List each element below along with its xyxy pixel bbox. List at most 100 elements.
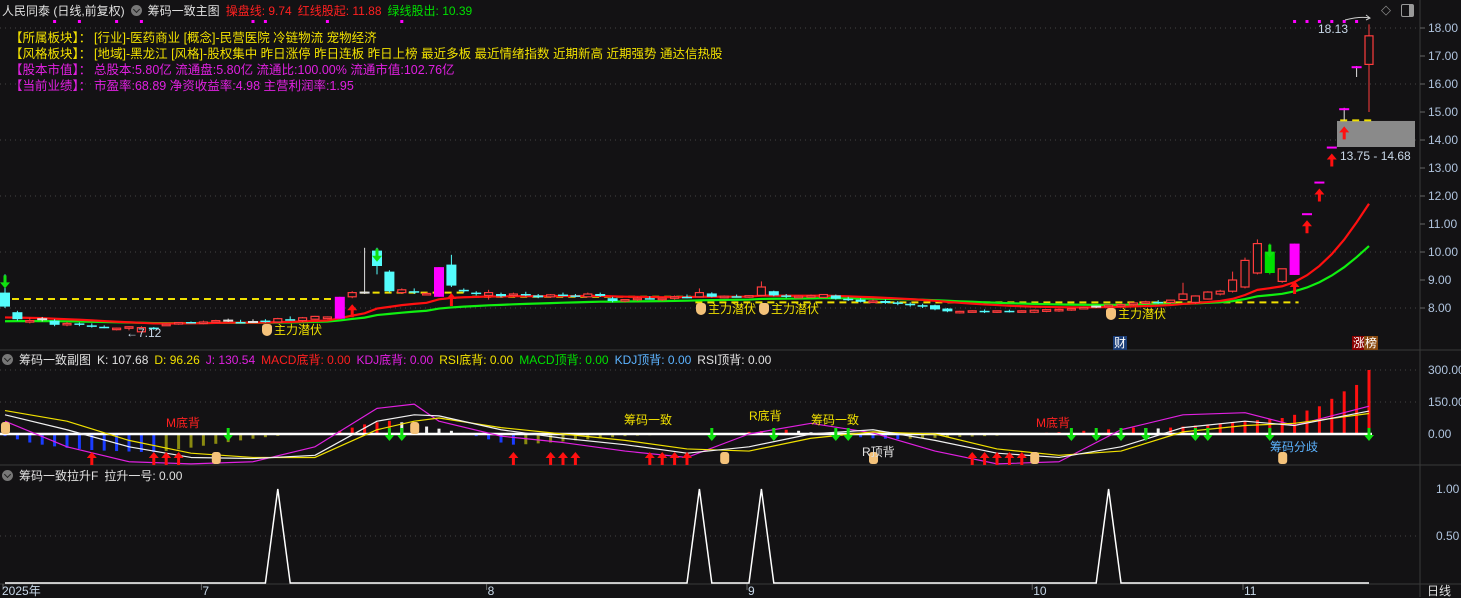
candle-body (1190, 295, 1201, 303)
window-toggle-icon[interactable] (1401, 4, 1414, 17)
candle-body (310, 315, 320, 320)
candle-body (657, 297, 667, 301)
candle-body (1029, 309, 1039, 313)
candle-body (235, 322, 246, 324)
low-price-label: ←7.12 (126, 326, 162, 340)
zhang-badge[interactable]: 涨 (1352, 336, 1367, 350)
candle-body (174, 321, 184, 325)
bang-badge[interactable]: 榜 (1364, 336, 1379, 350)
price-tick: 14.00 (1428, 133, 1459, 147)
candle-body (917, 305, 928, 307)
sub-green-down-arrow-icon (223, 428, 234, 441)
candle-body (1041, 309, 1052, 312)
candle-body (124, 326, 134, 329)
signal-dot (1342, 20, 1346, 23)
sub-red-up-arrow-icon (570, 452, 581, 465)
hand-icon (759, 303, 769, 315)
candle-body (706, 293, 717, 297)
candle-body (533, 295, 544, 298)
hand-icon (720, 452, 730, 464)
k-value: K: 107.68 (97, 353, 149, 367)
red-up-arrow-icon (347, 304, 358, 318)
sub-red-up-arrow-icon (173, 452, 184, 465)
chart-header: 人民同泰 (日线,前复权) 筹码一致主图 操盘线: 9.74 红线股起: 11.88 绿… (2, 4, 478, 18)
x-axis-label: 11 (1244, 584, 1257, 598)
candle-body (1264, 252, 1275, 273)
sub-label-r-ding: R顶背 (862, 445, 895, 459)
sub-red-up-arrow-icon (1004, 452, 1015, 465)
candle-body (806, 295, 816, 298)
price-tick: 8.00 (1428, 301, 1452, 315)
candle-body (12, 312, 23, 320)
red-up-arrow-icon (446, 293, 457, 306)
kdj-ding-value: KDJ顶背: 0.00 (614, 353, 692, 367)
candle-body (682, 296, 692, 299)
third-title[interactable]: 筹码一致拉升F (19, 469, 99, 483)
candle-body (298, 317, 308, 322)
sub-red-up-arrow-icon (682, 452, 692, 465)
candle-body (905, 303, 916, 306)
rsi-ding-value: RSI顶背: 0.00 (697, 353, 772, 367)
info-row-capital: 【股本市值】： 总股本:5.80亿 流通盘:5.80亿 流通比:100.00% 流… (10, 63, 455, 77)
candle-body (422, 292, 432, 296)
candle-body (1227, 279, 1238, 292)
sub-red-up-arrow-icon (644, 452, 655, 465)
third-dropdown-icon[interactable] (2, 470, 13, 481)
hongxian-value: 红线股起: 11.88 (297, 4, 382, 18)
indicator-dropdown-icon[interactable] (130, 5, 142, 16)
signal-dot (1355, 20, 1359, 23)
sub-green-down-arrow-icon (1116, 428, 1126, 441)
candle-body (607, 298, 618, 301)
x-axis-label: 2025年 (2, 584, 41, 598)
lashen-line (5, 488, 1369, 584)
sub-label-r-di: R底背 (749, 409, 782, 423)
green-down-arrow-icon (372, 248, 382, 262)
candle-body (334, 296, 345, 319)
candle-body (409, 291, 420, 293)
signal-dot (1317, 20, 1321, 23)
sub-dropdown-icon[interactable] (2, 354, 13, 365)
price-tick: 10.00 (1428, 245, 1459, 259)
candle-body (25, 320, 35, 323)
candle-body (1252, 243, 1263, 274)
sub-title[interactable]: 筹码一致副图 (19, 353, 92, 367)
price-tick: 13.00 (1428, 161, 1459, 175)
sub-red-up-arrow-icon (979, 452, 990, 465)
hand-icon (1278, 452, 1288, 464)
price-tick: 16.00 (1428, 77, 1459, 91)
candle-body (868, 300, 878, 304)
candle-body (793, 295, 804, 299)
candle-body (1364, 35, 1374, 65)
caopan-value: 操盘线: 9.74 (225, 4, 292, 18)
signal-dot (1293, 20, 1297, 23)
j-value: J: 130.54 (205, 353, 256, 367)
candle-body (756, 286, 767, 296)
info-row-performance: 【当前业绩】： 市盈率:68.89 净资收益率:4.98 主营利润率:1.95 (10, 79, 354, 93)
candle-body (111, 327, 122, 331)
diamond-icon[interactable]: ◇ (1381, 2, 1391, 17)
signal-dot (53, 20, 57, 23)
green-down-arrow-icon (1264, 244, 1275, 258)
candle-body (508, 293, 518, 297)
lvxian-value: 绿线股出: 10.39 (387, 4, 473, 18)
candle-body (781, 295, 792, 297)
candle-body (1215, 290, 1225, 295)
candle-body (731, 296, 742, 298)
info-row-sector: 【所属板块】： [行业]-医药商业 [概念]-民营医院 冷链物流 宠物经济 (10, 31, 377, 45)
candle-body (322, 316, 332, 320)
third-axis-050: 0.50 (1436, 529, 1460, 543)
sub-red-up-arrow-icon (508, 452, 519, 465)
sub-red-up-arrow-icon (161, 452, 172, 465)
candle-body (830, 295, 841, 299)
hand-icon (1, 422, 10, 434)
cai-badge[interactable]: 财 (1113, 336, 1128, 350)
hand-icon (696, 303, 706, 315)
candle-body (979, 310, 990, 313)
candle-body (719, 295, 729, 299)
period-label[interactable]: 日线 (1427, 584, 1452, 598)
indicator-name[interactable]: 筹码一致主图 (147, 4, 220, 18)
candle-body (1165, 299, 1176, 304)
candle-body (49, 320, 60, 325)
kdj-line-k (4, 410, 1370, 460)
